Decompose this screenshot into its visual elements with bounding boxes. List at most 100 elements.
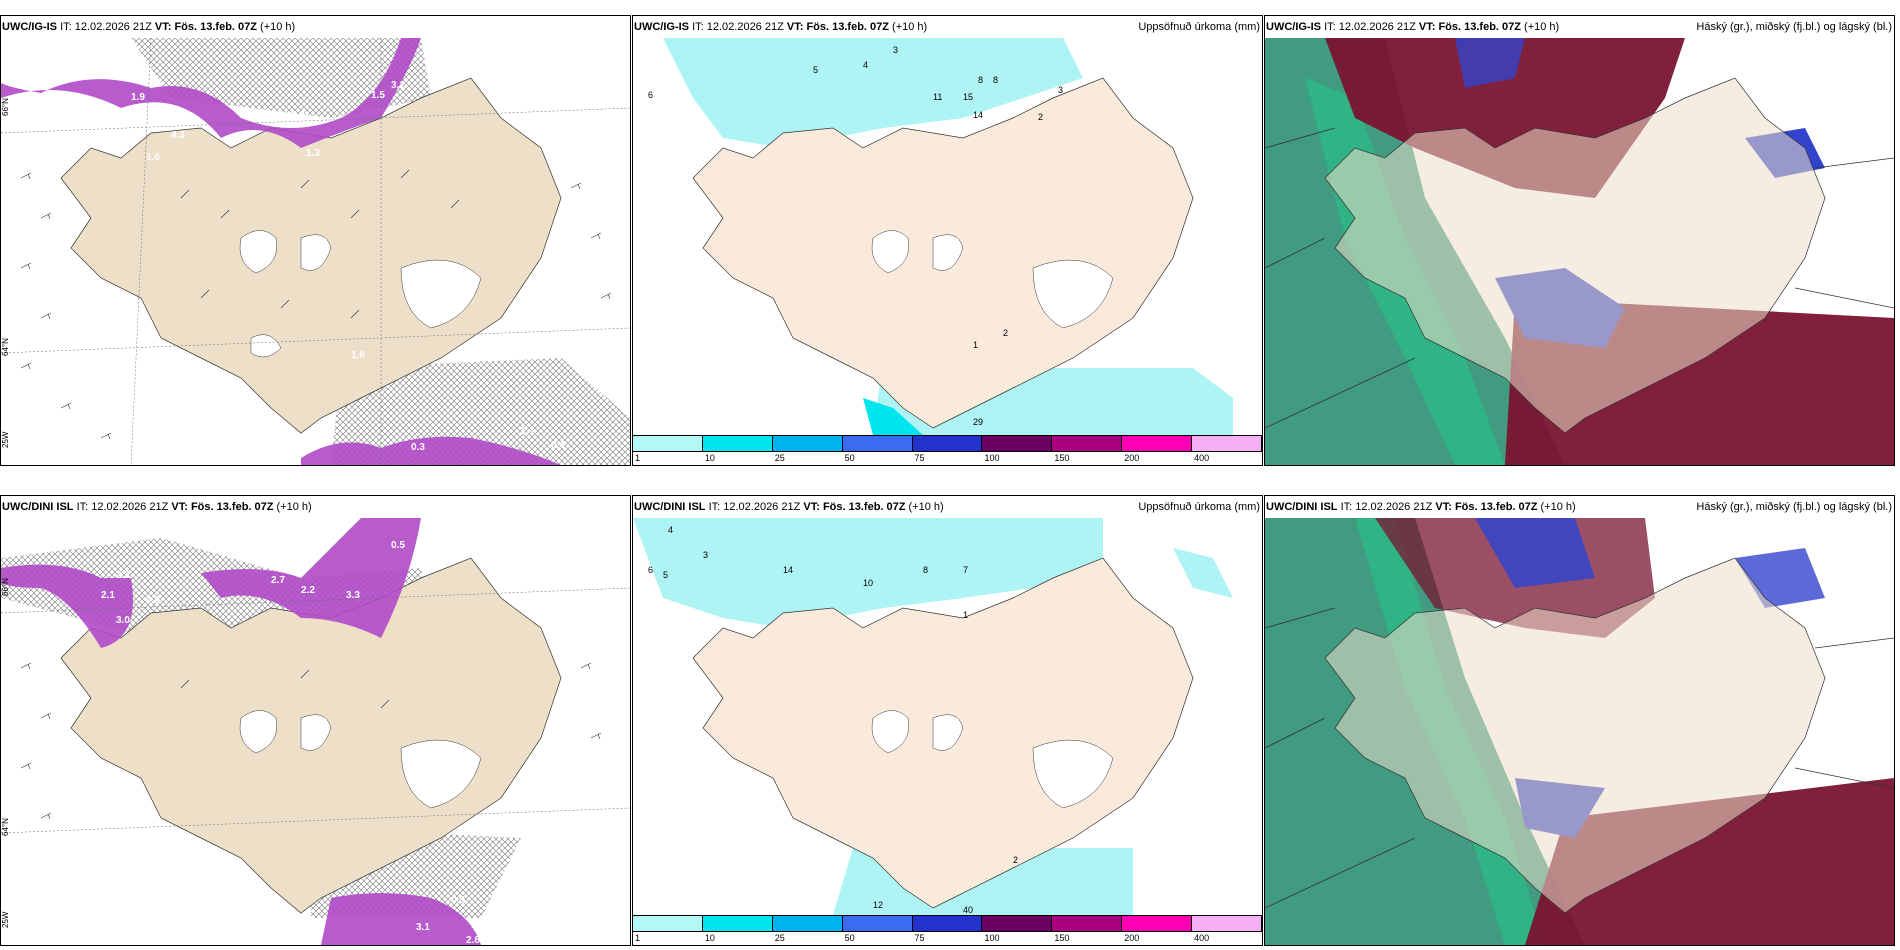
value-label: 2 [1003,328,1008,338]
legend-label: 10 [704,453,715,463]
vt-label: VT: [786,21,804,33]
value-label: 3.0 [116,615,130,626]
value-label: 12 [873,900,883,910]
legend-swatch [1122,436,1193,451]
vt-value: Fös. 13.feb. 07Z [190,501,274,513]
legend-label: 1 [635,933,641,943]
value-label: 2.2 [81,130,95,141]
legend-label: 100 [984,453,1000,463]
value-label: 3.1 [391,80,405,91]
cloud-title: Háský (gr.), miðský (fj.bl.) og lágský (… [1696,501,1892,513]
lead-time: (+10 h) [260,21,296,33]
cloud-map [1265,518,1894,945]
legend-label: 200 [1124,933,1140,943]
panel-header: UWC/IG-IS IT: 12.02.2026 21Z VT: Fös. 13… [633,16,1262,38]
value-label: 6 [648,565,653,575]
it-label: IT: [708,501,721,513]
precip-title: Uppsöfnuð úrkoma (mm) [1138,501,1260,513]
lon-label: 25W [1,911,10,928]
legend-swatches [633,915,1262,932]
legend-label: 400 [1194,933,1210,943]
model-name: UWC/DINI ISL [634,501,706,513]
it-label: IT: [692,21,704,33]
value-label: 14 [973,110,983,120]
legend-swatch [633,916,703,931]
legend-swatch [702,436,773,451]
lat-label: 66°N [1,578,10,596]
it-value: 12.02.2026 21Z [74,21,152,33]
it-value: 12.02.2026 21Z [1355,501,1433,513]
value-label: 2.1 [101,140,115,151]
vt-value: Fös. 13.feb. 07Z [806,21,889,33]
cloud-title: Háský (gr.), miðský (fj.bl.) og lágský (… [1696,21,1892,33]
value-label: 1 [973,340,978,350]
legend-swatches [633,435,1262,452]
panel-top-left: UWC/IG-IS IT: 12.02.2026 21Z VT: Fös. 13… [0,15,631,466]
panel-bottom-right: UWC/DINI ISL IT: 12.02.2026 21Z VT: Fös.… [1264,495,1895,946]
vt-label: VT: [1418,21,1436,33]
value-label: 5 [813,65,818,75]
vt-label: VT: [154,21,172,33]
legend-label: 75 [914,453,925,463]
legend-label: 50 [844,453,855,463]
model-name: UWC/IG-IS [2,21,57,33]
legend-swatch [772,916,843,931]
value-label: 1.6 [146,152,160,163]
value-label: 1.4 [471,920,485,931]
value-label: 2.1 [101,590,115,601]
precip-legend: 1 10 25 50 75 100 150 200 400 [633,435,1262,465]
legend-swatch [633,436,703,451]
value-label: 0.3 [411,442,425,453]
value-label: 3 [703,550,708,560]
value-label: 4.0 [146,595,160,606]
legend-label: 100 [984,933,1000,943]
it-value: 12.02.2026 21Z [706,21,784,33]
value-label: 2.8 [466,935,480,945]
model-name: UWC/IG-IS [1266,21,1321,33]
legend-label: 50 [844,933,855,943]
legend-swatch [1122,916,1193,931]
legend-labels: 1 10 25 50 75 100 150 200 400 [633,933,1262,945]
lead-time: (+10 h) [892,21,928,33]
model-name: UWC/DINI ISL [1266,501,1338,513]
legend-label: 1 [635,453,641,463]
it-value: 12.02.2026 21Z [91,501,169,513]
value-label: 3 [893,45,898,55]
value-label: 5 [663,570,668,580]
vt-label: VT: [1435,501,1452,513]
value-label: 8 [978,75,983,85]
value-label: 14 [783,565,793,575]
value-label: 2.2 [301,585,315,596]
legend-label: 25 [774,933,785,943]
legend-label: 200 [1124,453,1140,463]
it-value: 12.02.2026 21Z [723,501,801,513]
it-label: IT: [60,21,72,33]
it-label: IT: [1340,501,1353,513]
value-label: 3 [1058,85,1063,95]
precip-map: 6 5 4 3 8 11 15 14 8 2 3 1 2 29 [633,38,1262,465]
legend-label: 150 [1054,933,1070,943]
panel-header: UWC/IG-IS IT: 12.02.2026 21Z VT: Fös. 13… [1265,16,1894,38]
legend-swatch [842,916,913,931]
wind-precip-map: 2.3 2.1 4.0 3.0 2.2 2.7 3.3 0.5 1.4 2.8 … [1,518,630,945]
panel-header: UWC/DINI ISL IT: 12.02.2026 21Z VT: Fös.… [633,496,1262,518]
lat-label: 64°N [1,338,10,356]
lead-time: (+10 h) [908,501,944,513]
legend-swatch [912,916,983,931]
value-label: 2.3 [116,570,130,581]
value-label: 0.5 [451,895,465,906]
panel-top-right: UWC/IG-IS IT: 12.02.2026 21Z VT: Fös. 13… [1264,15,1895,466]
panel-bottom-mid: UWC/DINI ISL IT: 12.02.2026 21Z VT: Fös.… [632,495,1263,946]
lat-label: 66°N [1,98,10,116]
value-label: 1.9 [131,92,145,103]
value-label: 1.5 [371,90,385,101]
value-label: 4.2 [6,100,20,111]
lead-time: (+10 h) [1524,21,1560,33]
legend-swatch [982,436,1053,451]
value-label: 2.1 [521,426,535,437]
legend-labels: 1 10 25 50 75 100 150 200 400 [633,453,1262,465]
lon-label: 25W [1,431,10,448]
it-label: IT: [76,501,89,513]
value-label: 2 [1013,855,1018,865]
value-label: 11 [933,92,942,102]
